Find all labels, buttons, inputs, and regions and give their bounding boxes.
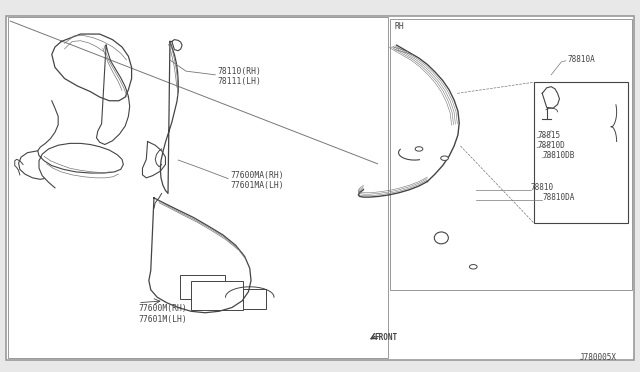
Text: 78110(RH)
78111(LH): 78110(RH) 78111(LH) <box>218 67 262 86</box>
Circle shape <box>441 156 449 160</box>
FancyBboxPatch shape <box>229 289 266 309</box>
Circle shape <box>415 147 423 151</box>
Text: 77600M(RH)
77601M(LH): 77600M(RH) 77601M(LH) <box>138 304 187 324</box>
FancyBboxPatch shape <box>390 19 632 290</box>
Text: RH: RH <box>394 22 404 31</box>
Text: 78810: 78810 <box>531 183 554 192</box>
FancyBboxPatch shape <box>8 17 388 358</box>
Text: 78810DA: 78810DA <box>542 193 575 202</box>
FancyBboxPatch shape <box>6 16 634 360</box>
Text: 78810DB: 78810DB <box>542 151 575 160</box>
Text: 77600MA(RH)
77601MA(LH): 77600MA(RH) 77601MA(LH) <box>230 171 284 190</box>
Text: J780005X: J780005X <box>580 353 617 362</box>
FancyBboxPatch shape <box>534 82 628 223</box>
Text: 78815: 78815 <box>537 131 560 140</box>
Text: 78810A: 78810A <box>568 55 596 64</box>
FancyBboxPatch shape <box>179 275 225 299</box>
Text: 78810D: 78810D <box>537 141 565 150</box>
Text: FRONT: FRONT <box>374 333 397 343</box>
Circle shape <box>469 264 477 269</box>
FancyBboxPatch shape <box>191 280 243 310</box>
Ellipse shape <box>435 232 449 244</box>
